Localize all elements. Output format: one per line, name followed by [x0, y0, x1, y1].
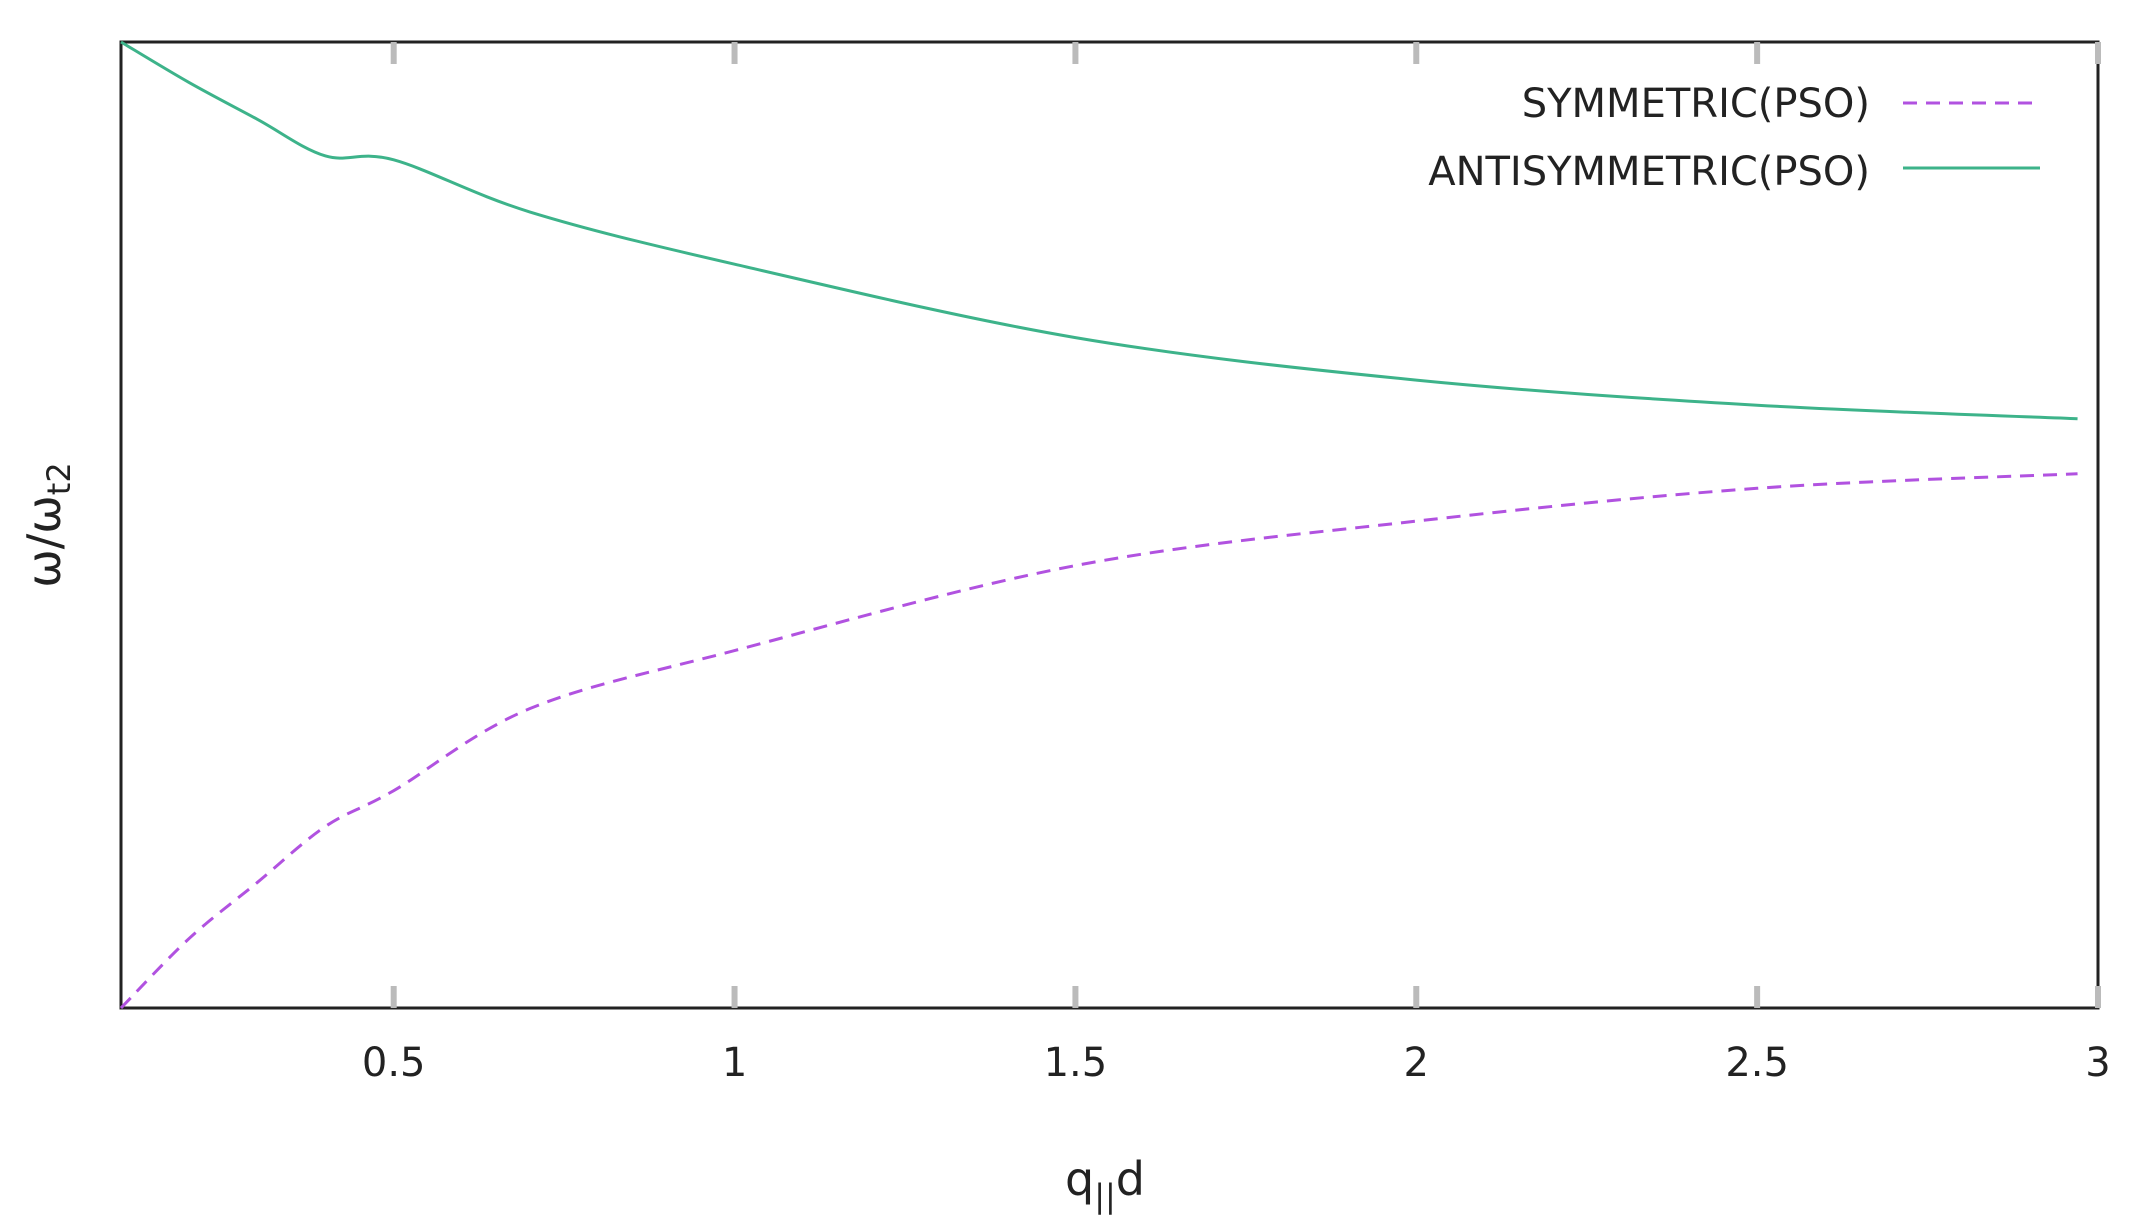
legend: SYMMETRIC(PSO) ANTISYMMETRIC(PSO)	[1428, 81, 2040, 195]
x-tick-label: 1	[722, 1040, 747, 1086]
y-axis-title: ω/ωt2	[17, 462, 78, 587]
plot-area	[119, 40, 2100, 1010]
x-tick-label: 1.5	[1044, 1040, 1108, 1086]
x-ticks: 0.5 1 1.5 2 2.5 3	[362, 42, 2111, 1086]
series-lines	[119, 40, 2078, 1010]
legend-label-symmetric: SYMMETRIC(PSO)	[1522, 81, 1870, 127]
x-axis-title-sub: ||	[1094, 1177, 1116, 1215]
x-axis-title-suffix: d	[1116, 1152, 1145, 1206]
x-tick-label: 3	[2085, 1040, 2110, 1086]
series-line-symmetric	[119, 472, 2078, 1010]
x-tick-label: 2	[1404, 1040, 1429, 1086]
y-axis-title-main: ω/ω	[17, 495, 71, 588]
legend-label-antisymmetric: ANTISYMMETRIC(PSO)	[1428, 149, 1870, 195]
series-line-antisymmetric	[120, 40, 2078, 421]
x-tick-label: 0.5	[362, 1040, 426, 1086]
y-axis-title-sub: t2	[40, 462, 78, 495]
x-axis-title: q||d	[1065, 1152, 1145, 1215]
x-axis-title-main: q	[1065, 1152, 1094, 1206]
x-tick-label: 2.5	[1725, 1040, 1789, 1086]
